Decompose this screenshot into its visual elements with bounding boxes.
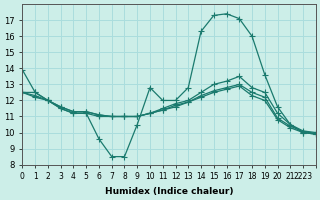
X-axis label: Humidex (Indice chaleur): Humidex (Indice chaleur) [105,187,233,196]
